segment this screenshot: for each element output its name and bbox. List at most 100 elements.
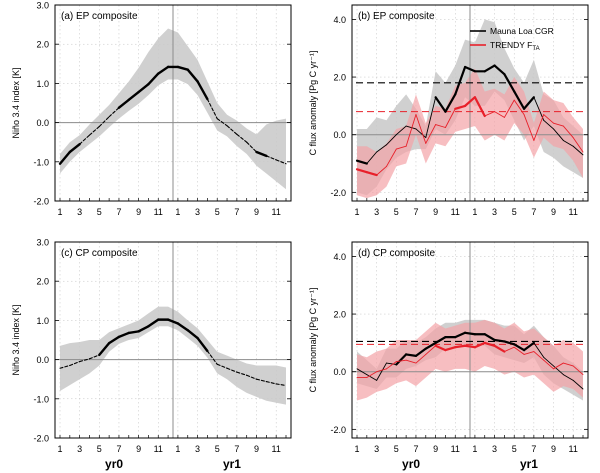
series-segment bbox=[395, 359, 407, 363]
x-tick-label: 5 bbox=[97, 207, 102, 217]
series-segment bbox=[386, 134, 397, 146]
x-tick-label: 3 bbox=[195, 207, 200, 217]
x-tick-label: 5 bbox=[215, 444, 220, 454]
year-label-yr1: yr1 bbox=[223, 457, 241, 471]
legend-label-trendy: TRENDY FTA bbox=[490, 40, 540, 52]
series-segment bbox=[166, 318, 180, 325]
series-segment bbox=[414, 347, 427, 357]
x-tick-label: 3 bbox=[374, 207, 379, 217]
panel-b: -2.00.02.04.01 3 5 7 9 11 1 3 5 7 9 11(b) EP compos… bbox=[308, 4, 589, 217]
series-segment bbox=[483, 333, 496, 342]
series-segment bbox=[463, 331, 477, 336]
y-axis-label: Niño 3.4 index [K] bbox=[11, 67, 21, 138]
series-segment bbox=[98, 341, 111, 357]
series-segment bbox=[376, 362, 387, 381]
series-segment bbox=[454, 65, 467, 96]
series-segment bbox=[405, 359, 417, 364]
series-segment bbox=[522, 341, 535, 352]
series-segment bbox=[533, 96, 545, 121]
series-segment bbox=[405, 114, 417, 147]
plot-frame bbox=[54, 4, 292, 202]
x-tick-label: 11 bbox=[154, 207, 163, 217]
series-segment bbox=[366, 371, 378, 378]
series-segment bbox=[503, 346, 515, 352]
x-tick-label: 11 bbox=[569, 444, 578, 454]
series-segment bbox=[246, 141, 258, 153]
panel-a: -2.0-1.00.01.02.03.01 3 5 7 9 11 1 3 5 7 9 11(a) EP… bbox=[11, 1, 292, 217]
series-segment bbox=[275, 383, 287, 387]
series-segment bbox=[98, 116, 110, 128]
series-segment bbox=[365, 171, 378, 177]
series-segment bbox=[434, 336, 447, 344]
y-axis-label: C flux anomaly [Pg C yr⁻¹] bbox=[308, 51, 318, 156]
series-segment bbox=[176, 322, 189, 332]
y-tick-label: -2.0 bbox=[330, 188, 346, 198]
series-segment bbox=[255, 150, 268, 158]
series-segment bbox=[117, 331, 130, 339]
series-segment bbox=[69, 361, 81, 367]
series-segment bbox=[513, 90, 526, 110]
series-segment bbox=[176, 65, 189, 71]
y-axis-label: C flux anomaly [Pg C yr⁻¹] bbox=[308, 288, 318, 393]
y-tick-label: 2.0 bbox=[333, 310, 346, 320]
series-segment bbox=[493, 64, 506, 76]
series-segment bbox=[454, 344, 467, 349]
series-segment bbox=[79, 134, 91, 145]
series-segment bbox=[553, 128, 564, 141]
y-tick-label: -1.0 bbox=[33, 394, 49, 404]
series-segment bbox=[454, 104, 467, 110]
series-segment bbox=[513, 343, 526, 352]
panel-c: -2.0-1.00.01.02.03.01 3 5 7 9 11 1 3 5 7 9 11(c) CP… bbox=[11, 238, 292, 471]
series-segment bbox=[206, 350, 218, 365]
y-tick-label: 0.0 bbox=[333, 130, 346, 140]
series-segment bbox=[513, 99, 525, 115]
y-tick-label: -2.0 bbox=[330, 425, 346, 435]
plot-frame bbox=[351, 4, 589, 202]
series-segment bbox=[186, 329, 199, 340]
year-label-yr0: yr0 bbox=[402, 457, 420, 471]
series-segment bbox=[137, 325, 150, 333]
panel-title: (d) CP composite bbox=[358, 248, 436, 259]
series-segment bbox=[435, 124, 446, 128]
series-segment bbox=[553, 362, 564, 370]
series-segment bbox=[386, 361, 397, 370]
series-segment bbox=[196, 336, 209, 353]
x-tick-label: 11 bbox=[272, 444, 281, 454]
series-segment bbox=[79, 358, 91, 363]
series-segment bbox=[572, 379, 584, 390]
y-tick-label: -1.0 bbox=[33, 157, 49, 167]
x-tick-label: 3 bbox=[492, 207, 497, 217]
legend-label-trendy-main: TRENDY F bbox=[490, 40, 532, 50]
series-segment bbox=[376, 165, 387, 176]
series-segment bbox=[58, 150, 72, 165]
x-tick-label: 9 bbox=[551, 207, 556, 217]
x-tick-label: 11 bbox=[272, 207, 281, 217]
series-segment bbox=[425, 124, 437, 144]
series-segment bbox=[493, 338, 506, 343]
series-segment bbox=[376, 144, 387, 153]
x-tick-label: 11 bbox=[569, 207, 578, 217]
x-tick-label: 9 bbox=[254, 207, 259, 217]
panel-title: (c) CP composite bbox=[61, 248, 138, 259]
legend: Mauna Loa CGR TRENDY FTA bbox=[470, 26, 554, 52]
series-segment bbox=[425, 96, 437, 139]
series-segment bbox=[513, 346, 525, 355]
series-segment bbox=[444, 93, 457, 113]
series-segment bbox=[543, 119, 554, 130]
series-segment bbox=[356, 368, 368, 376]
series-segment bbox=[157, 65, 170, 75]
y-tick-label: 4.0 bbox=[333, 15, 346, 25]
series-segment bbox=[206, 98, 218, 120]
series-segment bbox=[415, 353, 427, 364]
series-segment bbox=[434, 344, 447, 352]
series-segment bbox=[265, 155, 277, 161]
series-segment bbox=[494, 111, 505, 118]
series-segment bbox=[366, 374, 378, 381]
series-segment bbox=[522, 96, 535, 110]
x-tick-label: 1 bbox=[57, 444, 62, 454]
x-tick-label: 9 bbox=[136, 444, 141, 454]
series-segment bbox=[216, 118, 228, 127]
series-segment bbox=[386, 362, 397, 365]
series-segment bbox=[562, 362, 574, 367]
series-segment bbox=[246, 374, 258, 380]
